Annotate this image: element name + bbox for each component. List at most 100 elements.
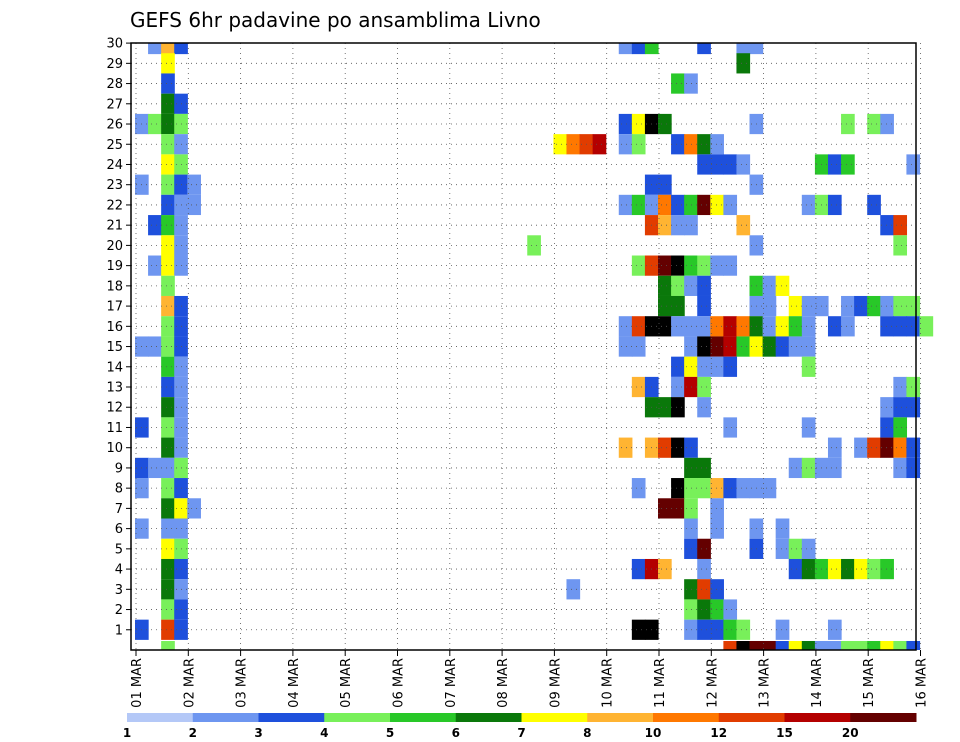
heatmap-cell (762, 275, 777, 296)
heatmap-cell (161, 599, 175, 620)
heatmap-cell (854, 295, 868, 317)
heatmap-cell (592, 134, 607, 155)
heatmap-cell (867, 113, 881, 135)
colorbar-segment (587, 713, 654, 722)
colorbar-label: 7 (517, 726, 525, 740)
heatmap-cell (161, 295, 175, 317)
heatmap-cell (697, 336, 711, 357)
x-tick-label: 15 MAR (862, 658, 877, 708)
heatmap-cell (631, 134, 646, 155)
colorbar-segment (192, 713, 259, 722)
heatmap-cell (827, 457, 842, 479)
heatmap-cell (161, 518, 175, 539)
heatmap-cell (867, 437, 881, 458)
heatmap-cell (644, 43, 659, 55)
heatmap-cell (723, 356, 738, 377)
y-tick-label: 15 (106, 340, 123, 355)
heatmap-cell (148, 215, 162, 236)
y-tick-label: 4 (115, 563, 123, 578)
colorbar-label: 20 (842, 726, 859, 740)
heatmap-cell (174, 43, 188, 55)
heatmap-cell (723, 478, 738, 499)
heatmap-cell (723, 641, 738, 650)
heatmap-cell (841, 113, 855, 135)
heatmap-cell (658, 558, 672, 580)
y-tick-label: 23 (106, 178, 123, 193)
x-tick-label: 04 MAR (287, 658, 302, 708)
colorbar: 1 2 3 4 5 6 7 8 10 12 15 20 (123, 713, 917, 740)
heatmap-cell (736, 641, 751, 650)
heatmap-cell (749, 641, 764, 650)
heatmap-cell (684, 215, 698, 236)
y-tick-label: 12 (106, 401, 123, 416)
heatmap-cell (631, 376, 646, 398)
heatmap-cell (161, 53, 175, 74)
colorbar-segment (653, 713, 720, 722)
heatmap-cell (618, 316, 633, 337)
heatmap-cell (906, 154, 921, 175)
y-axis: 1234567891011121314151617181920212223242… (106, 37, 131, 638)
heatmap-cell (710, 356, 724, 377)
heatmap-cell (161, 376, 175, 398)
heatmap-cell (723, 619, 738, 640)
heatmap-cell (710, 134, 724, 155)
heatmap-cell (697, 295, 711, 317)
heatmap-cell (710, 518, 724, 539)
y-tick-label: 20 (106, 239, 123, 254)
heatmap-cell (697, 478, 711, 499)
heatmap-cell (631, 316, 646, 337)
colorbar-label: 2 (189, 726, 197, 740)
heatmap-cell (775, 275, 790, 296)
colorbar-segment (258, 713, 325, 722)
heatmap-cell (736, 53, 751, 74)
heatmap-cell (658, 174, 672, 195)
heatmap-cell (697, 376, 711, 398)
heatmap-cell (161, 641, 175, 650)
heatmap-cell (880, 295, 894, 317)
x-axis: 01 MAR 02 MAR 03 MAR 04 MAR 05 MAR 06 MAR 07 M… (130, 650, 930, 708)
colorbar-segment (718, 713, 785, 722)
y-tick-label: 5 (115, 542, 123, 557)
heatmap-cell (671, 356, 685, 377)
heatmap-cell (788, 641, 803, 650)
heatmap-cell (762, 336, 777, 357)
heatmap-cell (671, 255, 685, 276)
heatmap-cell (161, 356, 175, 377)
x-tick-label: 14 MAR (810, 658, 825, 708)
heatmap-cell (788, 457, 803, 479)
heatmap-cell (697, 579, 711, 600)
heatmap-cell (148, 255, 162, 276)
colorbar-label: 8 (583, 726, 591, 740)
heatmap-cell (148, 336, 162, 357)
heatmap-cell (161, 113, 175, 135)
x-tick-label: 07 MAR (444, 658, 459, 708)
colorbar-label: 15 (776, 726, 793, 740)
heatmap-cell (827, 641, 842, 650)
x-tick-label: 11 MAR (653, 658, 668, 708)
heatmap-cell (553, 134, 568, 155)
heatmap-cell (762, 478, 777, 499)
heatmap-cell (658, 437, 672, 458)
heatmap-cell (161, 43, 175, 55)
heatmap-cell (187, 174, 201, 195)
heatmap-cell (893, 457, 908, 479)
heatmap-cell (893, 641, 908, 650)
heatmap-cell (161, 73, 175, 94)
heatmap-cell (631, 336, 646, 357)
heatmap-cell (684, 275, 698, 296)
heatmap-cell (671, 498, 685, 519)
heatmap-cell (697, 599, 711, 620)
y-tick-label: 22 (106, 198, 123, 213)
heatmap-cell (161, 194, 175, 216)
heatmap-cell (867, 558, 881, 580)
heatmap-cell (684, 255, 698, 276)
heatmap-cell (148, 43, 162, 55)
heatmap-cell (697, 356, 711, 377)
heatmap-cell (671, 194, 685, 216)
heatmap-cell (161, 437, 175, 458)
heatmap-cell (684, 538, 698, 559)
heatmap-cell (762, 641, 777, 650)
heatmap-cell (618, 113, 633, 135)
gridlines (131, 42, 921, 650)
heatmap-cell (801, 457, 816, 479)
